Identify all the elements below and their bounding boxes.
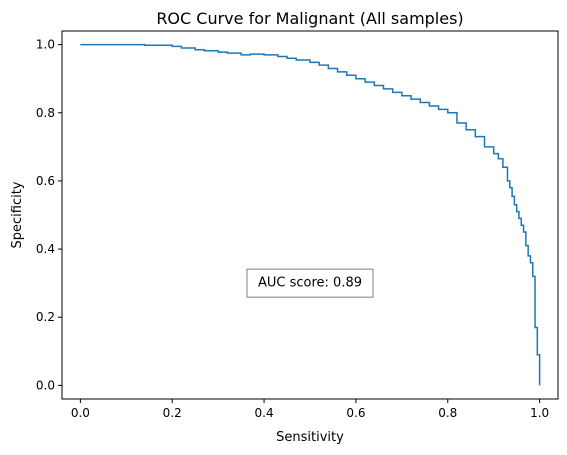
tick-group: 0.0 0.2 0.4 0.6 0.8 1.0 0.0 0.2 0.4 0.6 0.8 1.0 (36, 38, 549, 420)
y-tick-label: 0.4 (36, 242, 55, 256)
plot-lines (80, 43, 541, 386)
x-tick-label: 1.0 (530, 406, 549, 420)
x-tick-label: 0.8 (438, 406, 457, 420)
y-axis-label: Specificity (10, 181, 25, 248)
x-tick-label: 0.6 (346, 406, 365, 420)
chart-title: ROC Curve for Malignant (All samples) (156, 9, 463, 28)
auc-annotation: AUC score: 0.89 (246, 268, 374, 298)
plot-frame (61, 30, 559, 400)
auc-annotation-box (246, 268, 374, 298)
x-tick-label: 0.4 (255, 406, 274, 420)
x-tick-label: 0.2 (163, 406, 182, 420)
y-tick-label: 1.0 (36, 38, 55, 52)
x-tick-label: 0.0 (71, 406, 90, 420)
y-tick-label: 0.8 (36, 106, 55, 120)
x-axis-label: Sensitivity (276, 430, 344, 445)
roc-curve-line (80, 43, 541, 386)
y-tick-label: 0.6 (36, 174, 55, 188)
y-tick-label: 0.0 (36, 378, 55, 392)
auc-annotation-text: AUC score: 0.89 (258, 276, 362, 291)
y-tick-label: 0.2 (36, 310, 55, 324)
